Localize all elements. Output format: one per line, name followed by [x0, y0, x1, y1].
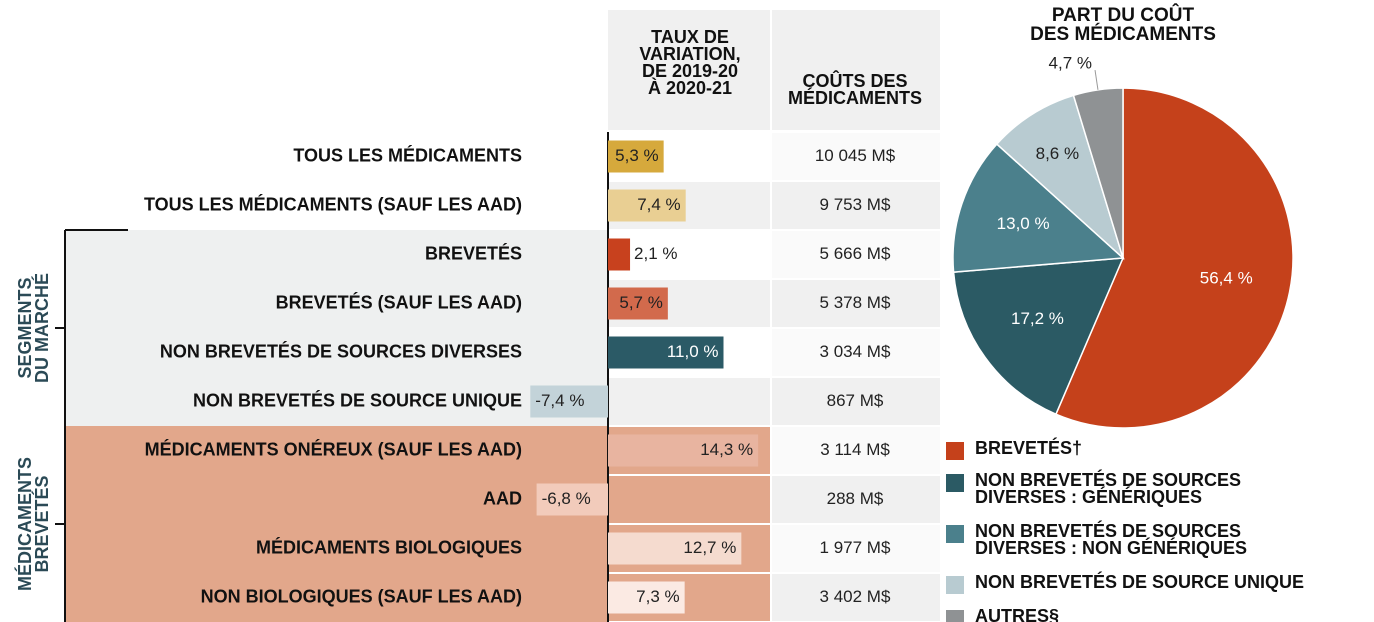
row-bg — [609, 476, 770, 523]
bar — [608, 532, 742, 565]
row-label: BREVETÉS (SAUF LES AAD) — [276, 291, 522, 312]
header-bg — [608, 10, 770, 130]
cost-label: 9 753 M$ — [820, 195, 891, 214]
pie-slice — [1072, 87, 1124, 259]
row-label: TOUS LES MÉDICAMENTS (SAUF LES AAD) — [144, 193, 522, 214]
value-label: 5,7 % — [619, 293, 662, 312]
column-header: MÉDICAMENTS — [788, 87, 922, 108]
column-header: DE 2019-20 — [642, 61, 738, 81]
row-bg — [772, 329, 940, 376]
pie-title: DES MÉDICAMENTS — [1030, 23, 1216, 45]
row-bg — [65, 279, 608, 328]
pie-slice — [1054, 87, 1294, 429]
group-label: DU MARCHÉ — [31, 273, 52, 383]
row-bg — [772, 378, 940, 425]
group-label: SEGMENTS — [15, 277, 35, 378]
legend-label: AUTRES§ — [975, 606, 1060, 622]
value-label: 11,0 % — [667, 342, 719, 361]
row-bg — [772, 525, 940, 572]
row-bg — [772, 427, 940, 474]
cost-label: 3 402 M$ — [820, 587, 891, 606]
leader-line — [1094, 69, 1099, 90]
pie-title: PART DU COÛT — [1052, 4, 1195, 26]
group-label: MÉDICAMENTS — [14, 457, 35, 591]
bar — [608, 581, 685, 614]
column-header: VARIATION, — [639, 44, 740, 64]
row-bg — [65, 475, 608, 524]
row-bg — [65, 426, 608, 475]
row-label: NON BIOLOGIQUES (SAUF LES AAD) — [201, 586, 522, 606]
bar — [608, 434, 759, 467]
row-label: AAD — [483, 488, 522, 508]
row-bg — [772, 476, 940, 523]
value-label: 2,1 % — [634, 244, 677, 263]
legend-swatch — [946, 576, 964, 594]
row-label: NON BREVETÉS DE SOURCE UNIQUE — [193, 389, 522, 410]
cost-label: 3 114 M$ — [820, 440, 890, 459]
bar — [536, 483, 608, 516]
cost-label: 867 M$ — [827, 391, 884, 410]
cost-label: 5 666 M$ — [820, 244, 891, 263]
bar — [608, 189, 686, 222]
value-label: 5,3 % — [615, 146, 658, 165]
column-header: COÛTS DES — [802, 70, 907, 91]
pie-slice — [995, 94, 1125, 261]
legend-label: BREVETÉS† — [975, 438, 1083, 458]
value-label: 7,3 % — [636, 587, 679, 606]
row-bg — [609, 378, 770, 425]
cost-label: 3 034 M$ — [820, 342, 891, 361]
row-bg — [772, 280, 940, 327]
slice-label: 17,2 % — [1011, 309, 1064, 328]
pie-slice — [952, 143, 1125, 273]
cost-label: 288 M$ — [827, 489, 884, 508]
header-bg — [772, 10, 940, 130]
slice-label: 8,6 % — [1036, 144, 1079, 163]
value-label: 12,7 % — [683, 538, 736, 557]
bar — [608, 336, 724, 369]
group-label: BREVETÉS — [31, 475, 52, 572]
legend-swatch — [946, 442, 964, 460]
legend-swatch — [946, 610, 964, 622]
value-label: 14,3 % — [700, 440, 753, 459]
pie-slice — [952, 257, 1125, 416]
slice-label: 13,0 % — [997, 214, 1050, 233]
row-bg — [65, 573, 608, 622]
legend-swatch — [946, 474, 964, 492]
column-header: À 2020-21 — [648, 77, 732, 98]
legend-label: NON BREVETÉS DE SOURCES DIVERSES : NON G… — [975, 521, 1248, 558]
value-label: -7,4 % — [535, 391, 584, 410]
row-bg — [772, 231, 940, 278]
row-bg — [772, 182, 940, 229]
row-bg — [772, 133, 940, 180]
column-header: TAUX DE — [651, 27, 729, 47]
legend-swatch — [946, 525, 964, 543]
bar — [608, 140, 664, 173]
cost-label: 1 977 M$ — [820, 538, 891, 557]
row-label: MÉDICAMENTS ONÉREUX (SAUF LES AAD) — [145, 438, 522, 459]
bar — [608, 287, 668, 320]
row-bg — [65, 230, 608, 279]
cost-label: 10 045 M$ — [815, 146, 896, 165]
slice-label: 4,7 % — [1049, 54, 1092, 73]
row-bg — [65, 328, 608, 377]
legend-label: NON BREVETÉS DE SOURCE UNIQUE — [975, 572, 1305, 592]
cost-label: 5 378 M$ — [820, 293, 891, 312]
value-label: 7,4 % — [637, 195, 680, 214]
row-label: MÉDICAMENTS BIOLOGIQUES — [256, 536, 522, 557]
legend-label: NON BREVETÉS DE SOURCES DIVERSES : GÉNÉR… — [975, 470, 1242, 507]
bar — [530, 385, 608, 418]
row-label: BREVETÉS — [425, 242, 522, 263]
row-label: TOUS LES MÉDICAMENTS — [293, 144, 522, 165]
value-label: -6,8 % — [542, 489, 591, 508]
row-bg — [65, 377, 608, 426]
row-label: NON BREVETÉS DE SOURCES DIVERSES — [160, 340, 522, 361]
bar — [608, 238, 631, 271]
row-bg — [65, 524, 608, 573]
row-bg — [772, 574, 940, 621]
slice-label: 56,4 % — [1200, 269, 1253, 288]
